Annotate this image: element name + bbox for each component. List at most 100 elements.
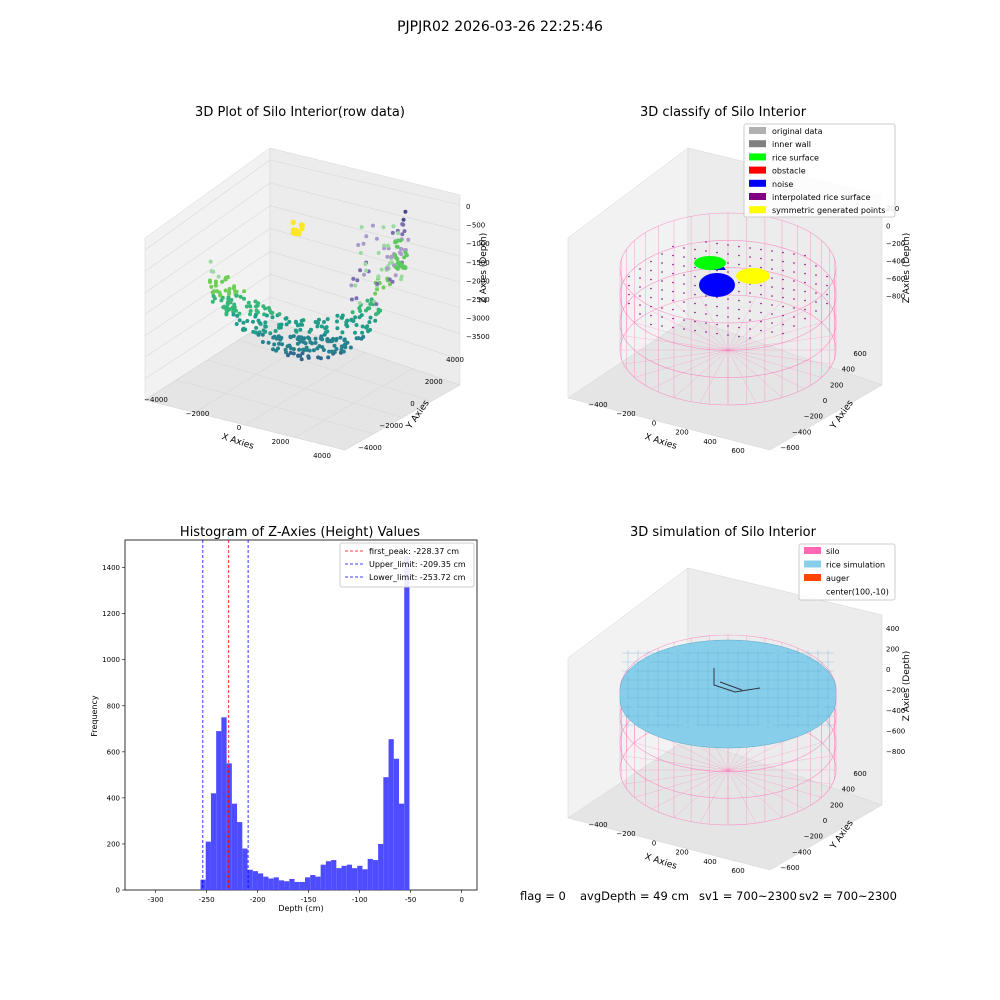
raw-data-point	[326, 355, 331, 360]
raw-data-point	[364, 268, 369, 273]
cls-interpolated-point	[694, 248, 696, 251]
cls-ytick-label: −400	[792, 428, 811, 436]
raw-data-point	[322, 320, 326, 324]
raw-data-point	[310, 341, 314, 346]
cls-interpolated-point	[782, 269, 784, 272]
raw-data-point	[263, 306, 268, 311]
cls-silo-spoke	[634, 322, 729, 351]
sim-silo-spoke	[634, 769, 729, 798]
cls-interpolated-point	[771, 259, 773, 261]
cls-interpolated-point	[683, 319, 685, 321]
raw-data-point	[356, 243, 361, 247]
hist-bar	[252, 871, 258, 890]
raw-data-point	[277, 341, 281, 346]
cls-zlabel: Z Axies (Depth)	[902, 233, 912, 304]
raw-data-point	[399, 246, 403, 251]
cls-interpolated-point	[727, 316, 729, 318]
raw-data-point	[393, 240, 398, 245]
hist-xtick-label: -50	[405, 896, 416, 904]
raw-data-point	[210, 299, 215, 304]
raw-data-point	[402, 229, 407, 234]
cls-interpolated-point	[793, 262, 795, 264]
hist-xtick-label: -300	[148, 896, 164, 904]
raw-data-point	[349, 318, 354, 323]
raw-data-point	[353, 283, 358, 288]
cls-interpolated-point	[683, 283, 685, 285]
cls-interpolated-point	[650, 296, 652, 299]
sim-xtick-label: 600	[731, 867, 744, 875]
raw-data-point	[338, 335, 343, 340]
raw-data-point	[369, 297, 374, 302]
cls-interpolated-point	[804, 263, 806, 266]
raw-grid-line	[269, 159, 461, 206]
raw-data-point	[226, 295, 231, 300]
raw-grid-line	[144, 228, 271, 315]
raw-ztick-label: −1500	[466, 259, 490, 267]
raw-data-point	[242, 289, 247, 294]
raw-data-point	[253, 314, 258, 319]
cls-interpolated-point	[793, 253, 795, 255]
hist-bar	[378, 843, 384, 890]
sim-legend-label: center(100,-10)	[826, 588, 889, 597]
raw-data-point	[365, 298, 370, 303]
hist-ticks: -300 -250 -200 -150 -100 -50 0 0 200 400 600 800 100…	[102, 564, 464, 904]
cls-interpolated-point	[826, 275, 828, 278]
cls-ztick-label: 0	[886, 223, 890, 231]
raw-ytick-label: 0	[410, 400, 414, 408]
cls-silo-spoke	[727, 335, 833, 351]
sim-silo-spoke	[727, 769, 783, 818]
cls-interpolated-point	[760, 293, 762, 296]
raw-data-point	[387, 261, 392, 266]
sim-ytick-label: 600	[853, 770, 866, 778]
cls-interpolated-point	[661, 289, 663, 291]
cls-interpolated-point	[628, 284, 630, 287]
sim-legend-label: rice simulation	[826, 561, 885, 570]
cls-interpolated-point	[771, 250, 773, 252]
cls-interpolated-point	[738, 317, 740, 320]
cls-interpolated-point	[672, 263, 674, 266]
raw-data-point	[353, 315, 358, 320]
cls-ytick-label: 600	[853, 350, 866, 358]
cls-legend-label: symmetric generated points	[772, 206, 885, 215]
hist-bar	[231, 803, 238, 890]
raw-data-point	[304, 345, 309, 350]
footer-flag: flag = 0	[520, 889, 566, 903]
cls-interpolated-point	[716, 305, 718, 308]
raw-data-point	[219, 298, 224, 303]
hist-bar	[200, 879, 206, 890]
sim-ztick-label: −200	[886, 687, 905, 695]
hist-legend-label: first_peak: -228.37 cm	[369, 547, 459, 556]
hist-bar	[351, 868, 358, 891]
cls-xtick-label: −200	[616, 410, 635, 418]
raw-xtick-label: 0	[237, 424, 241, 432]
cls-interpolated-point	[683, 310, 685, 312]
cls-legend-swatch	[749, 127, 766, 134]
raw-data-point	[357, 306, 362, 311]
cls-ytick-label: 200	[830, 381, 843, 389]
cls-interpolated-point	[782, 332, 784, 335]
hist-vlines	[202, 540, 249, 890]
cls-interpolated-point	[727, 307, 729, 309]
cls-interpolated-point	[760, 302, 762, 305]
raw-data-point	[390, 230, 395, 235]
raw-data-point	[283, 347, 288, 352]
sim-rice-surface	[619, 639, 837, 749]
raw-data-point	[391, 224, 396, 229]
raw-data-point	[242, 296, 246, 301]
sim-ytick-label: 0	[823, 817, 827, 825]
raw-data-point	[283, 316, 288, 321]
raw-data-point	[313, 336, 318, 341]
hist-ytick-label: 0	[116, 887, 120, 895]
raw-data-point	[291, 334, 296, 339]
panel-classify-title: 3D classify of Silo Interior	[640, 105, 807, 120]
cls-interpolated-point	[727, 271, 729, 273]
cls-interpolated-point	[705, 295, 707, 297]
raw-data-point	[300, 322, 305, 327]
cls-interpolated-point	[749, 265, 751, 267]
cls-interpolated-point	[683, 247, 685, 249]
raw-data-point	[339, 344, 344, 349]
raw-data-point	[254, 325, 259, 330]
raw-data-point	[359, 225, 364, 230]
cls-interpolated-point	[738, 254, 740, 257]
sim-silo-spoke	[727, 742, 822, 771]
